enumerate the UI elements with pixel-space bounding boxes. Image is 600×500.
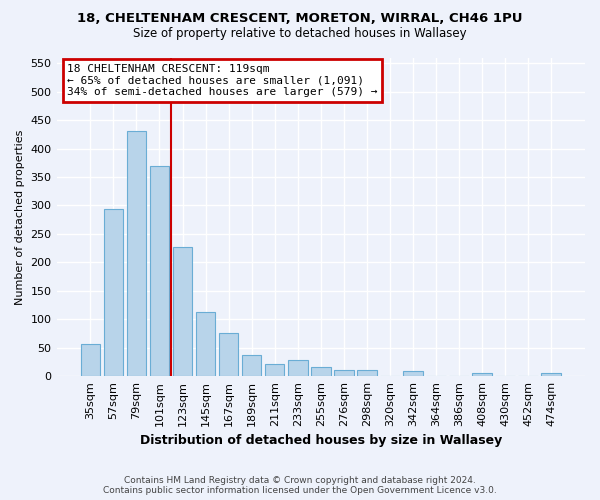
Bar: [127, 132, 146, 376]
Bar: [80, 344, 100, 376]
Bar: [541, 374, 561, 376]
Bar: [472, 374, 492, 376]
Bar: [173, 247, 193, 376]
Bar: [334, 370, 353, 376]
Y-axis label: Number of detached properties: Number of detached properties: [15, 129, 25, 304]
Text: Contains HM Land Registry data © Crown copyright and database right 2024.
Contai: Contains HM Land Registry data © Crown c…: [103, 476, 497, 495]
Text: Size of property relative to detached houses in Wallasey: Size of property relative to detached ho…: [133, 28, 467, 40]
Bar: [219, 333, 238, 376]
Bar: [311, 366, 331, 376]
Bar: [242, 354, 262, 376]
Bar: [196, 312, 215, 376]
Bar: [265, 364, 284, 376]
Bar: [288, 360, 308, 376]
X-axis label: Distribution of detached houses by size in Wallasey: Distribution of detached houses by size …: [140, 434, 502, 448]
Bar: [357, 370, 377, 376]
Bar: [403, 371, 423, 376]
Text: 18, CHELTENHAM CRESCENT, MORETON, WIRRAL, CH46 1PU: 18, CHELTENHAM CRESCENT, MORETON, WIRRAL…: [77, 12, 523, 26]
Text: 18 CHELTENHAM CRESCENT: 119sqm
← 65% of detached houses are smaller (1,091)
34% : 18 CHELTENHAM CRESCENT: 119sqm ← 65% of …: [67, 64, 377, 97]
Bar: [104, 210, 123, 376]
Bar: [149, 166, 169, 376]
